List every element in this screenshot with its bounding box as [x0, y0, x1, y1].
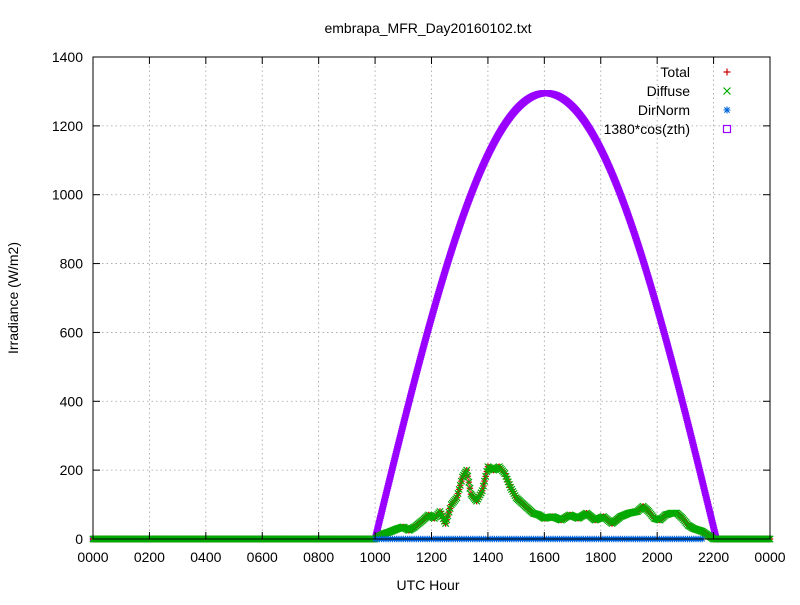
legend-marker — [723, 87, 731, 95]
y-tick-label: 600 — [60, 324, 84, 340]
x-tick-label: 1000 — [360, 549, 391, 565]
data-point — [463, 466, 471, 474]
data-point — [465, 478, 473, 486]
legend-marker — [722, 124, 732, 134]
y-tick-label: 0 — [75, 531, 83, 547]
data-point — [672, 509, 680, 517]
data-point — [507, 485, 516, 494]
x-tick-label: 0200 — [134, 549, 165, 565]
data-point — [457, 477, 466, 485]
data-point — [453, 494, 461, 502]
legend-marker — [723, 68, 731, 76]
axis-ticks: 0000 0200 0400 0600 0800 1000 1200 1400 1600 1800… — [52, 49, 786, 565]
legend-label: 1380*cos(zth) — [604, 121, 690, 137]
x-tick-label: 1800 — [585, 549, 616, 565]
x-tick-label: 1200 — [416, 549, 447, 565]
grid — [93, 57, 770, 539]
y-tick-label: 1000 — [52, 187, 83, 203]
data-point — [475, 493, 483, 501]
y-axis-label: Irradiance (W/m2) — [5, 242, 21, 354]
y-tick-label: 200 — [60, 462, 84, 478]
data-point — [464, 472, 472, 480]
data-point — [456, 481, 464, 489]
data-point — [466, 484, 474, 492]
data-point — [476, 491, 484, 499]
x-tick-label: 0000 — [754, 549, 785, 565]
data-point — [454, 489, 462, 498]
series-4 — [89, 90, 772, 543]
y-tick-label: 1400 — [52, 49, 83, 65]
x-axis-label: UTC Hour — [396, 577, 459, 593]
y-tick-label: 1200 — [52, 118, 83, 134]
x-tick-label: 2200 — [698, 549, 729, 565]
data-point — [506, 483, 515, 491]
chart-title: embrapa_MFR_Day20160102.txt — [324, 20, 531, 36]
series-layer — [89, 90, 774, 543]
y-tick-label: 800 — [60, 256, 84, 272]
data-point — [510, 489, 518, 498]
x-tick-label: 1600 — [529, 549, 560, 565]
data-point — [509, 487, 517, 496]
x-tick-label: 0400 — [190, 549, 221, 565]
series-line — [93, 91, 769, 541]
x-tick-label: 0600 — [247, 549, 278, 565]
y-tick-label: 400 — [60, 393, 84, 409]
data-point — [474, 495, 482, 503]
legend-label: Total — [660, 64, 690, 80]
x-tick-label: 2000 — [642, 549, 673, 565]
data-point — [473, 497, 481, 505]
legend: Total Diffuse DirNorm 1380*cos(zth) — [604, 64, 732, 137]
legend-label: Diffuse — [647, 83, 691, 99]
legend-label: DirNorm — [638, 102, 690, 118]
x-tick-label: 1400 — [472, 549, 503, 565]
legend-marker — [723, 106, 731, 114]
data-point — [455, 485, 463, 494]
data-point — [477, 489, 485, 497]
x-tick-label: 0000 — [77, 549, 108, 565]
x-tick-label: 0800 — [303, 549, 334, 565]
